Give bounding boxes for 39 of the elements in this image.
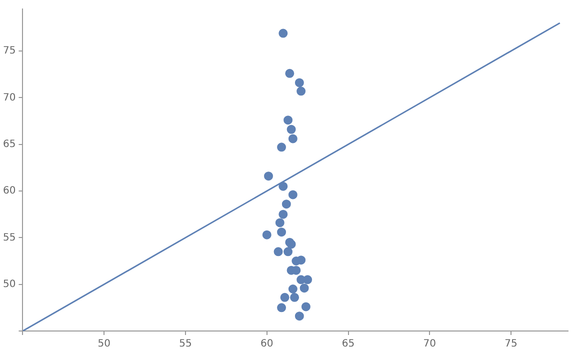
point <box>300 284 309 293</box>
x-tick-label: 75 <box>504 338 518 350</box>
x-tick-label: 55 <box>179 338 192 350</box>
x-tick-label: 60 <box>260 338 274 350</box>
point <box>264 172 274 181</box>
point <box>284 116 293 125</box>
point <box>280 292 290 302</box>
y-tick-label: 65 <box>2 138 16 150</box>
point <box>277 303 286 312</box>
point <box>286 124 296 134</box>
point <box>285 68 294 78</box>
y-tick-label: 75 <box>2 46 16 57</box>
point <box>288 284 298 294</box>
x-tick-label: 70 <box>423 338 436 350</box>
y-tick-label: 55 <box>2 232 16 244</box>
point <box>277 228 286 237</box>
point <box>288 134 298 144</box>
point <box>296 256 306 265</box>
point <box>294 78 304 88</box>
point <box>278 182 288 191</box>
point <box>284 247 293 256</box>
point <box>290 292 300 302</box>
point <box>278 210 288 219</box>
point <box>296 86 306 96</box>
point <box>278 28 288 38</box>
point <box>282 200 291 209</box>
y-tick-label: 50 <box>2 278 16 290</box>
y-tick-label: 70 <box>2 92 16 104</box>
point <box>288 190 298 200</box>
y-tick-label: 60 <box>2 186 16 197</box>
point <box>303 275 312 284</box>
x-tick-label: 65 <box>342 338 355 350</box>
point <box>274 247 283 256</box>
point <box>277 142 286 152</box>
point <box>294 312 304 321</box>
x-tick-label: 50 <box>98 338 110 350</box>
point <box>301 302 310 312</box>
point <box>275 218 284 228</box>
point <box>262 230 272 240</box>
